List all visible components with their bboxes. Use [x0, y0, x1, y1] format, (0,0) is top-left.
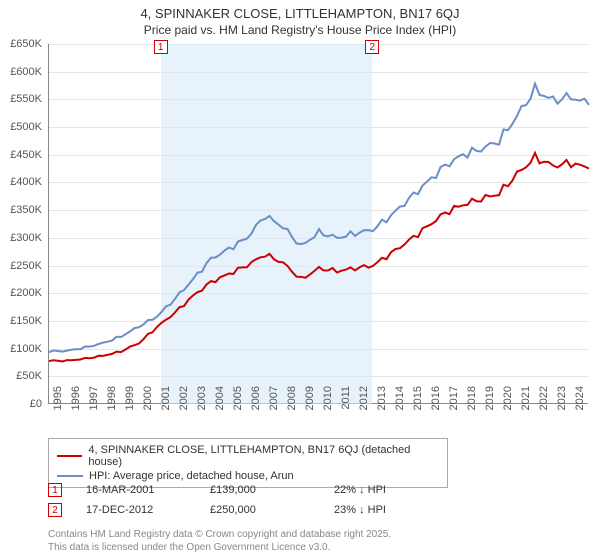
- y-tick-label: £0: [0, 398, 42, 410]
- x-tick-label: 2024: [574, 386, 586, 416]
- x-tick-label: 2015: [412, 386, 424, 416]
- x-tick-label: 2007: [268, 386, 280, 416]
- y-tick-label: £350K: [0, 204, 42, 216]
- chart-lines: [49, 44, 589, 404]
- transaction-marker: 2: [48, 503, 62, 517]
- x-tick-label: 2022: [538, 386, 550, 416]
- legend-swatch: [57, 455, 82, 457]
- x-tick-label: 1995: [52, 386, 64, 416]
- y-tick-label: £550K: [0, 93, 42, 105]
- y-tick-label: £250K: [0, 260, 42, 272]
- transaction-marker: 1: [48, 483, 62, 497]
- chart-container: 4, SPINNAKER CLOSE, LITTLEHAMPTON, BN17 …: [0, 0, 600, 560]
- transaction-date: 17-DEC-2012: [86, 504, 186, 516]
- chart-subtitle: Price paid vs. HM Land Registry's House …: [0, 23, 600, 41]
- transaction-price: £139,000: [210, 484, 310, 496]
- y-tick-label: £50K: [0, 370, 42, 382]
- attribution: Contains HM Land Registry data © Crown c…: [48, 528, 391, 554]
- x-tick-label: 2002: [178, 386, 190, 416]
- x-tick-label: 1997: [88, 386, 100, 416]
- legend-swatch: [57, 475, 83, 477]
- x-tick-label: 1996: [70, 386, 82, 416]
- y-tick-label: £650K: [0, 38, 42, 50]
- x-tick-label: 2004: [214, 386, 226, 416]
- attribution-line: This data is licensed under the Open Gov…: [48, 541, 391, 554]
- x-tick-label: 2021: [520, 386, 532, 416]
- x-tick-label: 2006: [250, 386, 262, 416]
- y-tick-label: £150K: [0, 315, 42, 327]
- x-tick-label: 2020: [502, 386, 514, 416]
- transactions-table: 1 16-MAR-2001 £139,000 22% ↓ HPI 2 17-DE…: [48, 480, 588, 520]
- y-tick-label: £500K: [0, 121, 42, 133]
- transaction-row: 1 16-MAR-2001 £139,000 22% ↓ HPI: [48, 480, 588, 500]
- transaction-row: 2 17-DEC-2012 £250,000 23% ↓ HPI: [48, 500, 588, 520]
- x-tick-label: 2014: [394, 386, 406, 416]
- transaction-vs-hpi: 22% ↓ HPI: [334, 484, 434, 496]
- y-tick-label: £300K: [0, 232, 42, 244]
- x-tick-label: 2023: [556, 386, 568, 416]
- x-tick-label: 2012: [358, 386, 370, 416]
- legend-label: 4, SPINNAKER CLOSE, LITTLEHAMPTON, BN17 …: [88, 444, 439, 468]
- x-tick-label: 2008: [286, 386, 298, 416]
- x-tick-label: 2003: [196, 386, 208, 416]
- y-tick-label: £400K: [0, 176, 42, 188]
- transaction-date: 16-MAR-2001: [86, 484, 186, 496]
- x-tick-label: 2016: [430, 386, 442, 416]
- series-line-hpi: [49, 84, 589, 353]
- y-tick-label: £200K: [0, 287, 42, 299]
- x-tick-label: 2017: [448, 386, 460, 416]
- x-tick-label: 2013: [376, 386, 388, 416]
- x-tick-label: 2009: [304, 386, 316, 416]
- x-tick-label: 2005: [232, 386, 244, 416]
- transaction-price: £250,000: [210, 504, 310, 516]
- attribution-line: Contains HM Land Registry data © Crown c…: [48, 528, 391, 541]
- x-tick-label: 1998: [106, 386, 118, 416]
- x-tick-label: 2018: [466, 386, 478, 416]
- y-tick-label: £450K: [0, 149, 42, 161]
- x-tick-label: 2010: [322, 386, 334, 416]
- chart-marker: 2: [365, 40, 379, 54]
- x-tick-label: 2001: [160, 386, 172, 416]
- transaction-vs-hpi: 23% ↓ HPI: [334, 504, 434, 516]
- plot-region: 12: [48, 44, 588, 404]
- x-tick-label: 2019: [484, 386, 496, 416]
- chart-area: 12 £0£50K£100K£150K£200K£250K£300K£350K£…: [48, 44, 588, 404]
- y-tick-label: £100K: [0, 343, 42, 355]
- legend-item: 4, SPINNAKER CLOSE, LITTLEHAMPTON, BN17 …: [57, 443, 439, 469]
- chart-title: 4, SPINNAKER CLOSE, LITTLEHAMPTON, BN17 …: [0, 0, 600, 23]
- y-tick-label: £600K: [0, 66, 42, 78]
- chart-marker: 1: [154, 40, 168, 54]
- x-tick-label: 1999: [124, 386, 136, 416]
- x-tick-label: 2011: [340, 386, 352, 416]
- x-tick-label: 2000: [142, 386, 154, 416]
